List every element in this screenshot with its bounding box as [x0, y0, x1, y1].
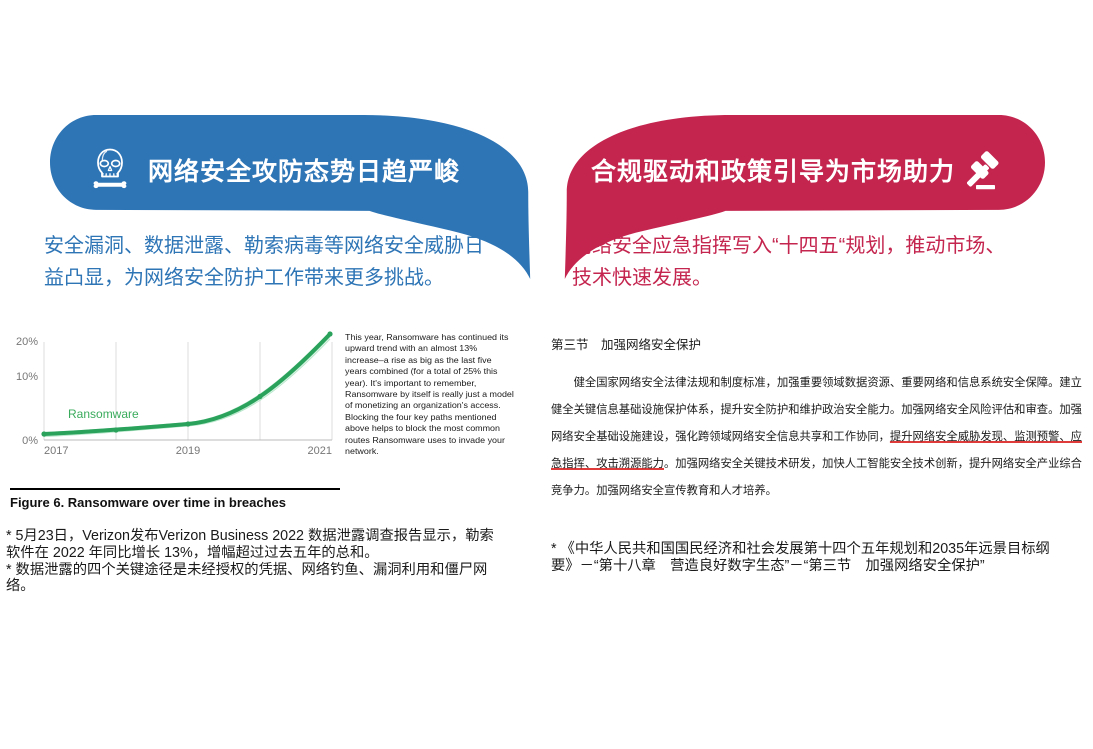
svg-text:2017: 2017	[44, 445, 68, 457]
svg-text:0%: 0%	[22, 435, 38, 447]
svg-text:Ransomware: Ransomware	[68, 407, 139, 421]
svg-text:20%: 20%	[16, 336, 38, 348]
svg-text:2021: 2021	[308, 445, 332, 457]
svg-text:2019: 2019	[176, 445, 200, 457]
svg-text:10%: 10%	[16, 371, 38, 383]
